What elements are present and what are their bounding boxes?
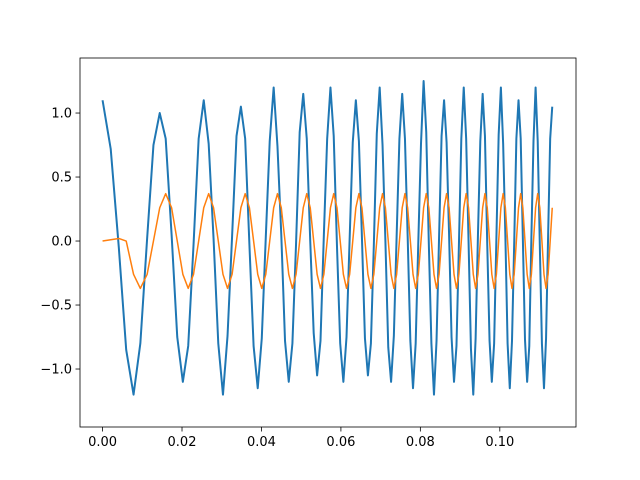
series-line [102,192,553,290]
y-tick-label: 0.5 [51,171,72,186]
x-tick-label: 0.06 [326,435,355,450]
y-tick-label: −1.0 [40,363,72,378]
x-tick-label: 0.00 [88,435,117,450]
series-line [101,80,554,396]
x-tick-label: 0.10 [485,435,514,450]
y-tick-label: 1.0 [51,107,72,122]
x-tick-label: 0.02 [168,435,197,450]
x-tick-label: 0.04 [247,435,276,450]
plot-frame [79,57,577,428]
y-tick-label: −0.5 [40,299,72,314]
x-tick-label: 0.08 [406,435,435,450]
y-tick-label: 0.0 [51,235,72,250]
